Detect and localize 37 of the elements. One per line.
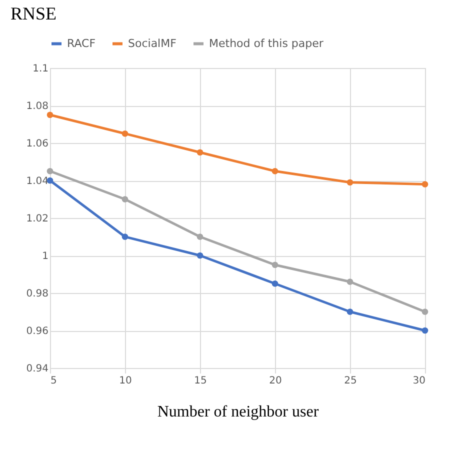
point <box>272 168 278 174</box>
y-tick-label: 1.08 <box>26 101 48 112</box>
legend-label: SocialMF <box>128 36 176 50</box>
y-tick-label: 0.94 <box>26 364 48 374</box>
point <box>422 327 428 334</box>
point <box>272 280 278 287</box>
point <box>346 308 354 315</box>
x-tick-label: 25 <box>344 376 357 386</box>
point <box>346 179 354 186</box>
x-tick-label: 30 <box>412 376 426 386</box>
legend-label: RACF <box>67 36 96 50</box>
y-tick-label: 1.1 <box>32 64 48 74</box>
point <box>196 234 204 240</box>
x-tick-label: 20 <box>269 376 282 386</box>
y-tick-label: 0.98 <box>26 288 48 300</box>
x-tick-label: 15 <box>194 376 207 386</box>
y-tick-label: 1.02 <box>26 214 48 224</box>
legend-label: Method of this paper <box>209 36 324 50</box>
y-tick-label: 1 <box>42 251 48 262</box>
point <box>272 262 278 268</box>
y-tick-label: 1.04 <box>26 176 48 187</box>
y-tick-label: 1.06 <box>26 138 48 150</box>
x-tick-label: 5 <box>50 376 57 386</box>
point <box>422 308 428 315</box>
point <box>196 149 204 156</box>
x-axis-title: Number of neighbor user <box>157 404 320 420</box>
point <box>422 181 428 188</box>
y-tick-label: 0.96 <box>26 326 48 337</box>
point <box>346 278 354 285</box>
x-tick-label: 10 <box>119 376 132 386</box>
point <box>196 252 204 259</box>
point <box>46 112 54 118</box>
point <box>46 168 54 174</box>
y-axis-title: RNSE <box>10 4 57 24</box>
point <box>122 234 128 240</box>
point <box>122 130 128 137</box>
point <box>122 196 128 202</box>
